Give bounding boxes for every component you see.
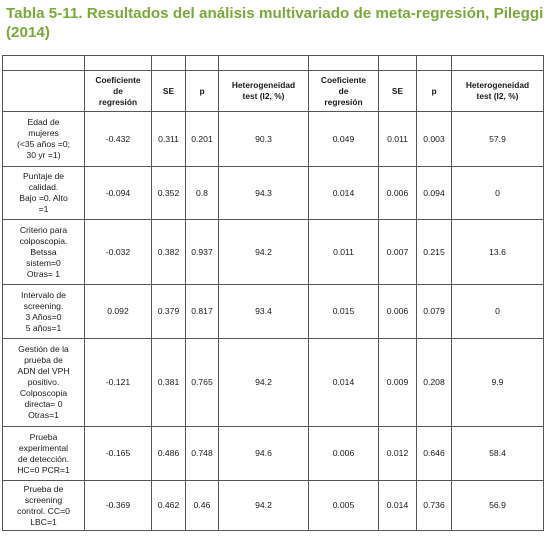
header-coef-1: Coeficiente de regresión xyxy=(84,70,152,112)
cell-p-2: 0.215 xyxy=(416,219,452,285)
cell-het-2: 57.9 xyxy=(451,111,544,167)
cell-coef-2: 0.049 xyxy=(308,111,379,167)
cell-se-1: 0.311 xyxy=(151,111,186,167)
cell-se-2: 0.009 xyxy=(378,338,417,427)
header-coef-2: Coeficiente de regresión xyxy=(308,70,379,112)
cell-het-2: 58.4 xyxy=(451,426,544,481)
cell-se-1: 0.381 xyxy=(151,338,186,427)
cell-coef-2: 0.015 xyxy=(308,284,379,339)
column-header-row: Coeficiente de regresión SE p Heterogene… xyxy=(2,70,544,112)
cell-p-1: 0.765 xyxy=(185,338,219,427)
cell-se-2: 0.011 xyxy=(378,111,417,167)
header-se-2: SE xyxy=(378,70,417,112)
cell-het-2: 56.9 xyxy=(451,480,544,531)
cell-se-2: 0.006 xyxy=(378,284,417,339)
cell-p-2: 0.003 xyxy=(416,111,452,167)
cell-p-1: 0.46 xyxy=(185,480,219,531)
table-title-line-2: (2014) xyxy=(6,24,50,41)
cell-het-1: 94.3 xyxy=(218,166,309,220)
cell-coef-1: -0.032 xyxy=(84,219,152,285)
cell-coef-1: -0.121 xyxy=(84,338,152,427)
table-row: Edad de mujeres (<35 años =0; 30 yr =1) -0.… xyxy=(2,111,544,167)
cell-se-1: 0.382 xyxy=(151,219,186,285)
cell-p-1: 0.748 xyxy=(185,426,219,481)
row-label: Puntaje de calidad. Bajo =0. Alto =1 xyxy=(2,166,85,220)
cell-het-2: 13.6 xyxy=(451,219,544,285)
cell-se-1: 0.486 xyxy=(151,426,186,481)
cell-p-1: 0.8 xyxy=(185,166,219,220)
cell-coef-1: -0.432 xyxy=(84,111,152,167)
cell-p-2: 0.079 xyxy=(416,284,452,339)
cell-coef-2: 0.014 xyxy=(308,166,379,220)
header-se-1: SE xyxy=(151,70,186,112)
cell-coef-1: 0.092 xyxy=(84,284,152,339)
cell-het-1: 90.3 xyxy=(218,111,309,167)
cell-coef-2: 0.005 xyxy=(308,480,379,531)
cell-het-1: 94.2 xyxy=(218,338,309,427)
row-label: Edad de mujeres (<35 años =0; 30 yr =1) xyxy=(2,111,85,167)
table-row: Gestión de la prueba de ADN del VPH positiv… xyxy=(2,338,544,427)
header-p-1: p xyxy=(185,70,219,112)
cell-het-2: 0 xyxy=(451,166,544,220)
header-het-2: Heterogeneidad test (I2, %) xyxy=(451,70,544,112)
cell-p-2: 0.736 xyxy=(416,480,452,531)
cell-p-2: 0.208 xyxy=(416,338,452,427)
cell-het-1: 93.4 xyxy=(218,284,309,339)
cell-p-2: 0.094 xyxy=(416,166,452,220)
header-het-1: Heterogeneidad test (I2, %) xyxy=(218,70,309,112)
cell-coef-1: -0.165 xyxy=(84,426,152,481)
cell-coef-2: 0.011 xyxy=(308,219,379,285)
cell-se-1: 0.462 xyxy=(151,480,186,531)
table-row: Prueba de screening control. CC=0 LBC=1 -0.… xyxy=(2,480,544,531)
table-row: Intervalo de screening. 3 Años=0 5 años=1 0… xyxy=(2,284,544,339)
row-label: Intervalo de screening. 3 Años=0 5 años=1 xyxy=(2,284,85,339)
cell-het-1: 94.2 xyxy=(218,219,309,285)
meta-regression-table: Coeficiente de regresión SE p Heterogene… xyxy=(2,55,544,531)
cell-coef-1: -0.369 xyxy=(84,480,152,531)
blank-header-row xyxy=(2,55,544,71)
row-label: Prueba de screening control. CC=0 LBC=1 xyxy=(2,480,85,531)
table-row: Puntaje de calidad. Bajo =0. Alto =1 -0.094… xyxy=(2,166,544,220)
cell-het-2: 0 xyxy=(451,284,544,339)
cell-het-1: 94.2 xyxy=(218,480,309,531)
cell-se-2: 0.014 xyxy=(378,480,417,531)
row-label: Criterio para colposcopia. Betssa sistem=0 O… xyxy=(2,219,85,285)
table-row: Prueba experimental de detección. HC=0 PCR=… xyxy=(2,426,544,481)
cell-p-1: 0.201 xyxy=(185,111,219,167)
cell-coef-1: -0.094 xyxy=(84,166,152,220)
table-title-line-1: Tabla 5-11. Resultados del análisis mult… xyxy=(6,5,544,22)
header-empty xyxy=(2,70,85,112)
table-row: Criterio para colposcopia. Betssa sistem=0 O… xyxy=(2,219,544,285)
row-label: Prueba experimental de detección. HC=0 PCR=… xyxy=(2,426,85,481)
cell-se-2: 0.012 xyxy=(378,426,417,481)
cell-p-1: 0.817 xyxy=(185,284,219,339)
cell-se-1: 0.379 xyxy=(151,284,186,339)
cell-coef-2: 0.006 xyxy=(308,426,379,481)
cell-p-2: 0.646 xyxy=(416,426,452,481)
cell-het-1: 94.6 xyxy=(218,426,309,481)
cell-se-2: 0.006 xyxy=(378,166,417,220)
row-label: Gestión de la prueba de ADN del VPH positiv… xyxy=(2,338,85,427)
header-p-2: p xyxy=(416,70,452,112)
cell-se-1: 0.352 xyxy=(151,166,186,220)
cell-p-1: 0.937 xyxy=(185,219,219,285)
cell-se-2: 0.007 xyxy=(378,219,417,285)
cell-coef-2: 0.014 xyxy=(308,338,379,427)
table-title: Tabla 5-11. Resultados del análisis mult… xyxy=(6,4,546,42)
cell-het-2: 9.9 xyxy=(451,338,544,427)
